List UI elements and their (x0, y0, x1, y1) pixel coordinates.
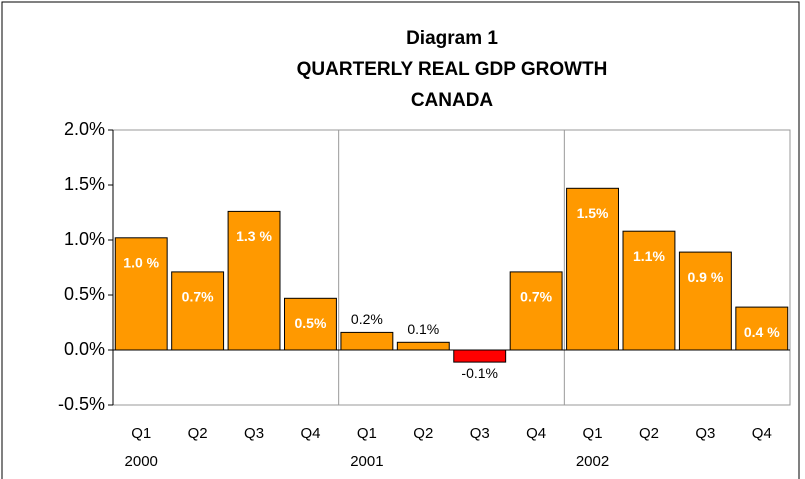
value-label: 1.0 % (123, 255, 159, 271)
value-label: 0.7% (182, 289, 214, 305)
x-group-label: 2000 (125, 453, 158, 470)
x-tick-label: Q2 (413, 425, 433, 442)
x-tick-label: Q1 (357, 425, 377, 442)
value-label: 0.1% (407, 321, 439, 337)
y-tick-label: -0.5% (58, 394, 105, 414)
x-tick-label: Q3 (244, 425, 264, 442)
y-tick-label: 2.0% (64, 119, 105, 139)
x-tick-label: Q3 (695, 425, 715, 442)
value-label: -0.1% (461, 365, 498, 381)
bar (171, 271, 225, 351)
y-tick-label: 0.0% (64, 339, 105, 359)
value-label: 1.3 % (236, 228, 272, 244)
y-tick-label: 1.5% (64, 174, 105, 194)
value-label: 1.5% (577, 205, 609, 221)
y-tick-label: 1.0% (64, 229, 105, 249)
bar (678, 251, 732, 351)
x-tick-label: Q2 (639, 425, 659, 442)
x-tick-label: Q4 (752, 425, 772, 442)
bar (284, 297, 337, 351)
x-tick-label: Q4 (300, 425, 320, 442)
value-label: 0.5% (294, 315, 326, 331)
bar (509, 271, 563, 351)
bar (453, 349, 507, 363)
bar (114, 237, 168, 351)
value-label: 0.4 % (744, 324, 780, 340)
x-tick-label: Q1 (131, 425, 151, 442)
value-label: 0.2% (351, 311, 383, 327)
value-label: 0.9 % (687, 269, 723, 285)
bar (396, 341, 450, 351)
x-group-label: 2002 (576, 453, 609, 470)
bar (735, 306, 789, 351)
chart-title: Diagram 1 (406, 28, 498, 49)
x-tick-label: Q4 (526, 425, 546, 442)
chart-title: QUARTERLY REAL GDP GROWTH (297, 59, 608, 80)
value-label: 1.1% (633, 248, 665, 264)
bar (566, 187, 619, 351)
bar (622, 230, 676, 351)
x-tick-label: Q2 (188, 425, 208, 442)
bar (340, 331, 394, 351)
x-group-label: 2001 (350, 453, 383, 470)
chart-title: CANADA (411, 90, 494, 111)
x-tick-label: Q1 (583, 425, 603, 442)
y-tick-label: 0.5% (64, 284, 105, 304)
value-label: 0.7% (520, 289, 552, 305)
x-tick-label: Q3 (470, 425, 490, 442)
